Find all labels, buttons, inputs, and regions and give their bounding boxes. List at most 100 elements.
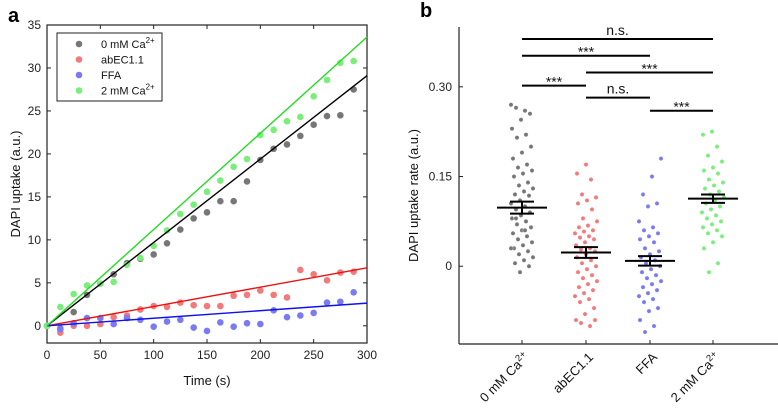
data-point bbox=[585, 281, 591, 287]
legend-marker bbox=[75, 87, 83, 94]
data-point bbox=[230, 197, 237, 205]
panel-label-a: a bbox=[8, 5, 20, 27]
y-tick-label: 15 bbox=[28, 190, 42, 204]
data-point bbox=[270, 291, 277, 299]
data-point bbox=[283, 117, 291, 125]
data-point bbox=[150, 251, 157, 258]
data-point bbox=[310, 270, 317, 278]
category-points-1 bbox=[572, 162, 600, 329]
data-point bbox=[581, 290, 587, 296]
data-point bbox=[230, 163, 237, 171]
data-point bbox=[642, 245, 648, 251]
data-point bbox=[270, 126, 277, 134]
y-tick-label: 0.15 bbox=[429, 170, 453, 184]
legend-label-text: 2 mM Ca bbox=[101, 86, 147, 98]
data-point bbox=[637, 317, 643, 323]
x-tick-label: 100 bbox=[144, 348, 164, 362]
data-point bbox=[572, 230, 578, 236]
series-2 bbox=[43, 288, 357, 335]
y-tick-label: 0 bbox=[445, 259, 452, 273]
data-point bbox=[177, 316, 184, 324]
x-tick-label: 50 bbox=[94, 348, 108, 362]
data-point bbox=[323, 76, 331, 84]
x-tick-label: 300 bbox=[357, 348, 377, 362]
data-point bbox=[642, 329, 648, 335]
data-point bbox=[646, 308, 652, 314]
data-point bbox=[190, 201, 197, 208]
significance-label: *** bbox=[641, 60, 658, 76]
data-point bbox=[709, 129, 715, 135]
data-point bbox=[123, 261, 131, 269]
data-point bbox=[516, 183, 522, 188]
data-point bbox=[190, 301, 197, 309]
data-point bbox=[583, 162, 589, 167]
data-point bbox=[521, 189, 527, 194]
data-point bbox=[582, 239, 588, 245]
data-point bbox=[522, 108, 528, 114]
x-axis-label: Time (s) bbox=[183, 373, 230, 388]
data-point bbox=[589, 272, 595, 278]
data-point bbox=[521, 257, 527, 263]
y-tick-label: 5 bbox=[34, 276, 41, 290]
data-point bbox=[243, 319, 251, 327]
data-point bbox=[230, 323, 237, 330]
data-point bbox=[636, 293, 642, 299]
data-point bbox=[510, 156, 516, 161]
legend-label-text: abEC1.1 bbox=[101, 55, 144, 67]
data-point bbox=[651, 323, 657, 329]
legend-label-superscript: 2+ bbox=[146, 83, 155, 92]
x-tick-label: 200 bbox=[250, 348, 270, 362]
data-point bbox=[650, 296, 656, 302]
x-tick-label: 2 mM Ca2+ bbox=[667, 349, 723, 405]
data-point bbox=[520, 242, 526, 248]
data-point bbox=[706, 177, 712, 182]
mean-sem-1 bbox=[561, 246, 611, 259]
legend-marker bbox=[75, 56, 83, 63]
data-point bbox=[644, 275, 650, 281]
data-point bbox=[718, 218, 724, 224]
data-point bbox=[511, 174, 517, 179]
data-point bbox=[579, 260, 585, 266]
data-point bbox=[641, 299, 647, 305]
data-point bbox=[636, 218, 642, 224]
data-point bbox=[586, 296, 592, 302]
data-point bbox=[203, 327, 211, 335]
data-point bbox=[257, 131, 264, 139]
data-point bbox=[337, 59, 344, 67]
data-point bbox=[70, 290, 77, 298]
data-point bbox=[203, 188, 211, 196]
data-point bbox=[257, 320, 264, 328]
x-tick-label: 150 bbox=[197, 348, 217, 362]
data-point bbox=[649, 174, 655, 179]
data-point bbox=[524, 233, 530, 239]
data-point bbox=[526, 263, 532, 269]
significance-label: n.s. bbox=[607, 81, 630, 97]
data-point bbox=[589, 207, 595, 212]
data-point bbox=[163, 240, 171, 247]
data-point bbox=[580, 275, 586, 281]
x-tick-label-text: abEC1.1 bbox=[550, 350, 596, 396]
data-point bbox=[163, 318, 171, 325]
data-point bbox=[522, 227, 528, 233]
data-point bbox=[110, 278, 117, 286]
data-point bbox=[283, 294, 291, 301]
significance-bracket: *** bbox=[522, 44, 650, 60]
data-point bbox=[508, 245, 514, 251]
data-point bbox=[705, 230, 711, 236]
data-point bbox=[591, 305, 597, 311]
data-point bbox=[163, 227, 171, 234]
legend-box bbox=[56, 32, 163, 102]
data-point bbox=[297, 312, 304, 319]
data-point bbox=[577, 299, 583, 305]
data-point bbox=[651, 239, 657, 245]
y-tick-label: 20 bbox=[28, 147, 42, 161]
data-point bbox=[110, 320, 117, 328]
y-tick-label: 0 bbox=[34, 319, 41, 333]
data-point bbox=[310, 93, 317, 100]
x-tick-label: abEC1.1 bbox=[550, 350, 596, 396]
data-point bbox=[150, 323, 157, 330]
data-point bbox=[323, 299, 331, 306]
data-point bbox=[527, 111, 533, 117]
data-point bbox=[576, 284, 582, 290]
